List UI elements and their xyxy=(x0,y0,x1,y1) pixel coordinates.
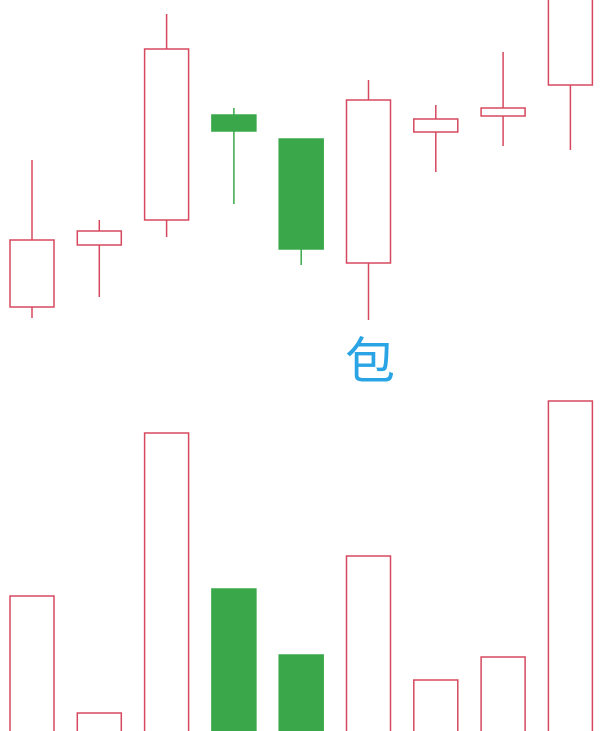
volume-bar xyxy=(143,432,190,731)
volume-bar xyxy=(76,712,123,731)
candle-body xyxy=(278,138,324,250)
volume-bar xyxy=(480,656,526,731)
volume-bar xyxy=(413,679,459,731)
candle-body xyxy=(76,230,123,246)
volume-bar xyxy=(278,654,324,731)
candle-body xyxy=(211,114,257,132)
volume-bar xyxy=(547,400,594,731)
candle-body xyxy=(547,0,594,86)
volume-bar xyxy=(211,588,257,731)
candle-body xyxy=(9,239,55,308)
candle-body xyxy=(413,118,459,133)
candle-body xyxy=(345,99,392,264)
candle-body xyxy=(480,107,526,117)
volume-bar xyxy=(9,595,55,731)
annotation: 包 xyxy=(345,333,395,391)
volume-bar xyxy=(345,555,392,731)
candle-body xyxy=(143,48,190,221)
